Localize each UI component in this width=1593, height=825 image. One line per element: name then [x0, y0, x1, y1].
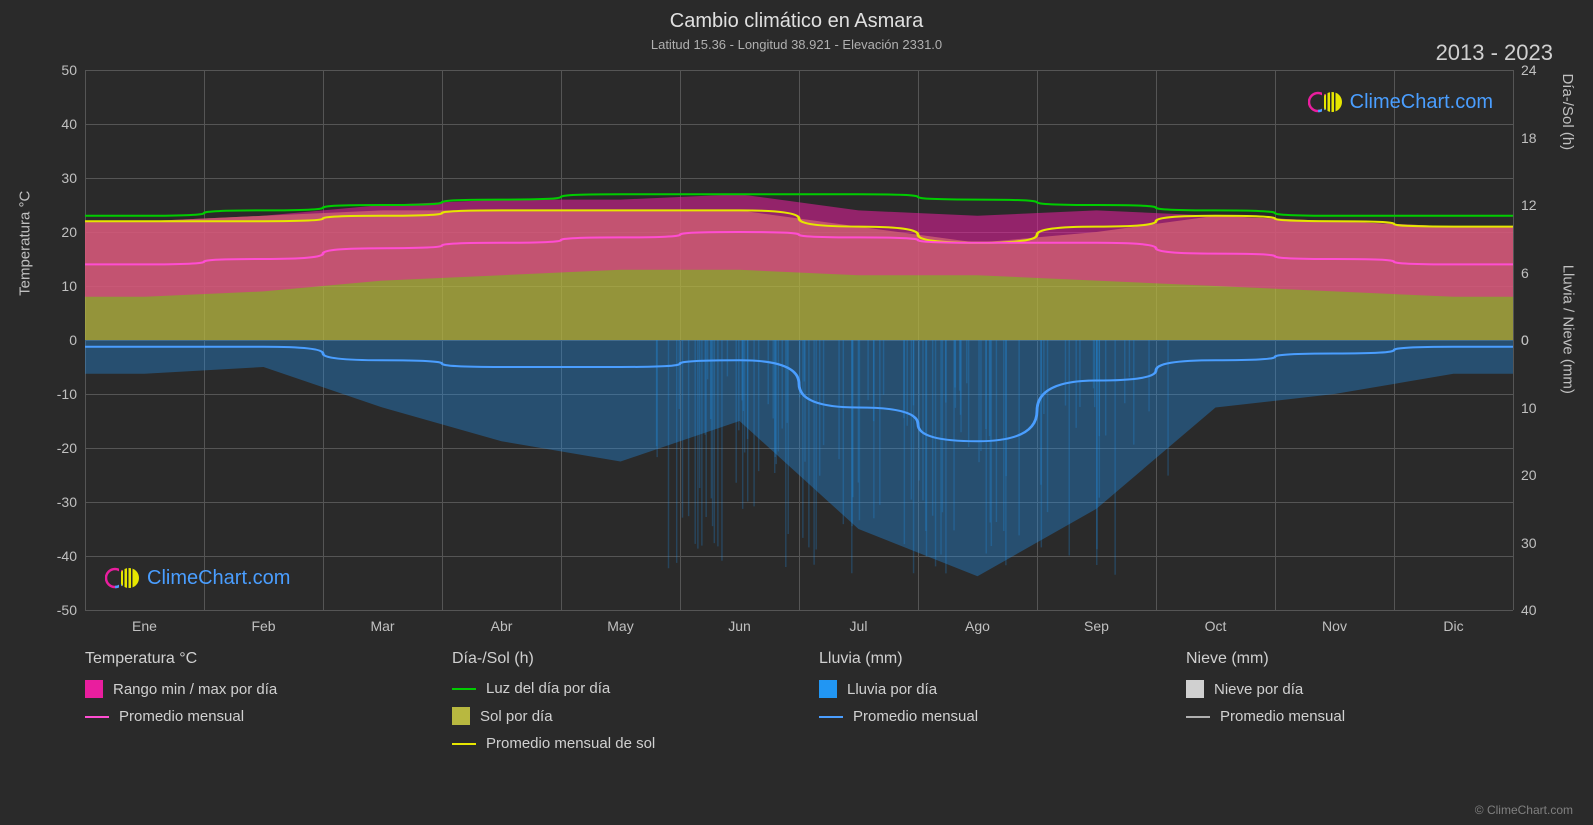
- legend-label: Luz del día por día: [486, 680, 610, 697]
- y-axis-left-title: Temperatura °C: [17, 191, 34, 296]
- grid-line: [204, 70, 205, 610]
- legend-title: Temperatura °C: [85, 650, 412, 668]
- watermark-bottom: ClimeChart.com: [105, 566, 290, 590]
- y-tick-left: 40: [61, 116, 77, 132]
- y-axis-right-bottom-title: Lluvia / Nieve (mm): [1560, 265, 1577, 394]
- y-tick-left: 0: [69, 332, 77, 348]
- plot-area: ClimeChart.com ClimeChart.com -50-40-30-…: [85, 70, 1513, 610]
- legend-col-temperature: Temperatura °C Rango min / max por día Pr…: [85, 650, 412, 762]
- legend-item: Rango min / max por día: [85, 680, 412, 698]
- legend-title: Día-/Sol (h): [452, 650, 779, 668]
- y-tick-right-bottom: 10: [1521, 400, 1537, 416]
- legend-swatch: [85, 680, 103, 698]
- y-tick-left: -10: [57, 386, 77, 402]
- grid-line: [799, 70, 800, 610]
- month-label: May: [607, 618, 633, 634]
- month-label: Ago: [965, 618, 990, 634]
- legend-label: Promedio mensual: [853, 708, 978, 725]
- grid-line: [1275, 70, 1276, 610]
- legend-line: [819, 716, 843, 718]
- grid-line: [561, 70, 562, 610]
- legend-col-rain: Lluvia (mm) Lluvia por día Promedio mensu…: [819, 650, 1146, 762]
- month-label: Ene: [132, 618, 157, 634]
- legend-label: Nieve por día: [1214, 681, 1303, 698]
- chart-subtitle: Latitud 15.36 - Longitud 38.921 - Elevac…: [0, 33, 1593, 52]
- legend-line: [452, 743, 476, 745]
- grid-line: [85, 70, 86, 610]
- legend-label: Rango min / max por día: [113, 681, 277, 698]
- legend-swatch: [819, 680, 837, 698]
- legend-label: Promedio mensual de sol: [486, 735, 655, 752]
- grid-line: [85, 610, 1513, 611]
- y-tick-right-top: 18: [1521, 130, 1537, 146]
- grid-line: [1513, 70, 1514, 610]
- rain-streaks: [657, 340, 1168, 575]
- y-tick-left: -40: [57, 548, 77, 564]
- y-tick-right-top: 12: [1521, 197, 1537, 213]
- y-tick-right-bottom: 20: [1521, 467, 1537, 483]
- legend-item: Promedio mensual: [85, 708, 412, 725]
- legend-swatch: [452, 707, 470, 725]
- legend-line: [85, 716, 109, 718]
- legend-item: Lluvia por día: [819, 680, 1146, 698]
- legend-swatch: [1186, 680, 1204, 698]
- month-label: Mar: [370, 618, 394, 634]
- legend-line: [452, 688, 476, 690]
- grid-line: [918, 70, 919, 610]
- y-tick-right-bottom: 30: [1521, 535, 1537, 551]
- watermark-top: ClimeChart.com: [1308, 90, 1493, 114]
- y-tick-right-bottom: 40: [1521, 602, 1537, 618]
- legend-title: Lluvia (mm): [819, 650, 1146, 668]
- grid-line: [680, 70, 681, 610]
- legend-item: Promedio mensual: [1186, 708, 1513, 725]
- legend-label: Sol por día: [480, 708, 553, 725]
- copyright: © ClimeChart.com: [1475, 803, 1573, 817]
- y-tick-left: -50: [57, 602, 77, 618]
- grid-line: [1156, 70, 1157, 610]
- grid-line: [1037, 70, 1038, 610]
- month-label: Feb: [251, 618, 275, 634]
- climechart-logo-icon: [105, 566, 141, 590]
- legend-col-daylight: Día-/Sol (h) Luz del día por día Sol por …: [452, 650, 779, 762]
- watermark-text: ClimeChart.com: [1350, 91, 1493, 114]
- legend-item: Nieve por día: [1186, 680, 1513, 698]
- y-tick-right-top: 24: [1521, 62, 1537, 78]
- climechart-logo-icon: [1308, 90, 1344, 114]
- legend-item: Promedio mensual de sol: [452, 735, 779, 752]
- y-tick-left: 10: [61, 278, 77, 294]
- chart-title: Cambio climático en Asmara: [0, 0, 1593, 33]
- grid-line: [323, 70, 324, 610]
- y-tick-right-top: 6: [1521, 265, 1529, 281]
- month-label: Jul: [850, 618, 868, 634]
- legend-line: [1186, 716, 1210, 718]
- y-tick-left: -20: [57, 440, 77, 456]
- legend-item: Luz del día por día: [452, 680, 779, 697]
- month-label: Nov: [1322, 618, 1347, 634]
- climate-chart: Cambio climático en Asmara Latitud 15.36…: [0, 0, 1593, 825]
- grid-line: [442, 70, 443, 610]
- legend-col-snow: Nieve (mm) Nieve por día Promedio mensual: [1186, 650, 1513, 762]
- month-label: Jun: [728, 618, 751, 634]
- y-axis-right-top-title: Día-/Sol (h): [1560, 73, 1577, 150]
- watermark-text: ClimeChart.com: [147, 567, 290, 590]
- legend-label: Promedio mensual: [119, 708, 244, 725]
- y-tick-right-bottom: 0: [1521, 332, 1529, 348]
- legend-item: Sol por día: [452, 707, 779, 725]
- legend-title: Nieve (mm): [1186, 650, 1513, 668]
- month-label: Oct: [1205, 618, 1227, 634]
- legend-label: Lluvia por día: [847, 681, 937, 698]
- legend-item: Promedio mensual: [819, 708, 1146, 725]
- legend: Temperatura °C Rango min / max por día Pr…: [85, 650, 1513, 762]
- month-label: Dic: [1443, 618, 1463, 634]
- month-label: Sep: [1084, 618, 1109, 634]
- y-tick-left: 50: [61, 62, 77, 78]
- y-tick-left: 30: [61, 170, 77, 186]
- y-tick-left: 20: [61, 224, 77, 240]
- legend-label: Promedio mensual: [1220, 708, 1345, 725]
- month-label: Abr: [491, 618, 513, 634]
- grid-line: [1394, 70, 1395, 610]
- y-tick-left: -30: [57, 494, 77, 510]
